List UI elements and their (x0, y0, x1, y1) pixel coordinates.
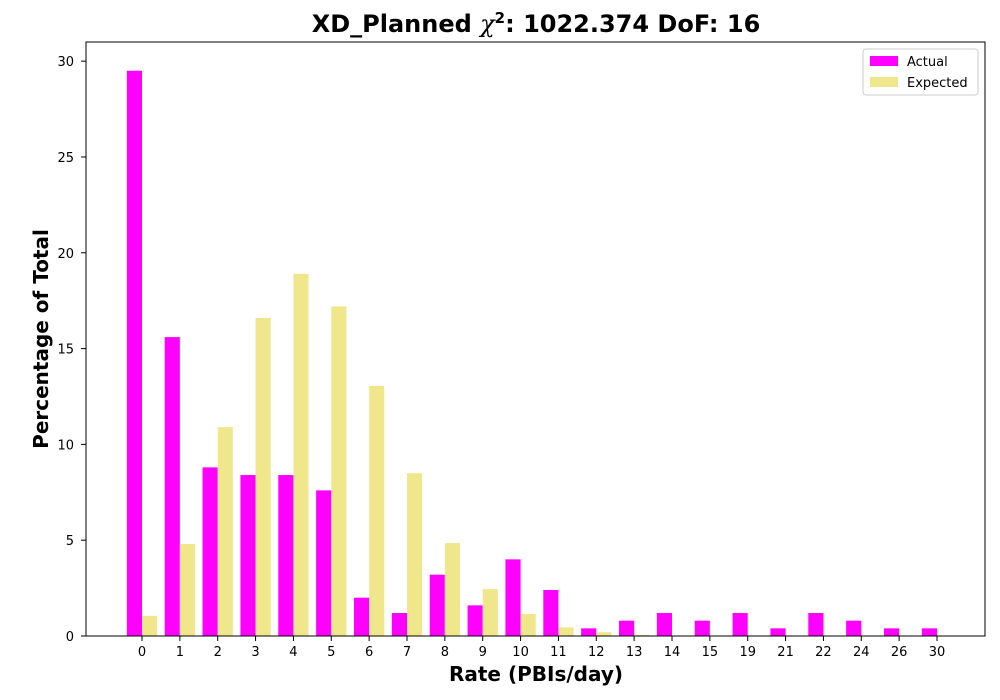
bar-actual-10 (505, 559, 521, 636)
x-tick-label: 6 (365, 645, 373, 660)
y-tick-label: 5 (66, 534, 74, 549)
x-tick-label: 13 (626, 645, 643, 660)
bar-actual-2 (202, 467, 218, 636)
x-tick-label: 8 (441, 645, 449, 660)
bar-actual-7 (391, 613, 407, 636)
bar-actual-30 (921, 628, 937, 636)
y-tick-label: 10 (57, 438, 74, 453)
bar-actual-15 (694, 620, 710, 636)
bar-expected-2 (217, 427, 233, 636)
bar-actual-4 (278, 475, 294, 636)
x-tick-label: 14 (664, 645, 681, 660)
bar-expected-12 (596, 632, 612, 636)
bar-expected-13 (634, 634, 650, 636)
x-tick-label: 1 (176, 645, 184, 660)
legend-label-actual: Actual (907, 55, 948, 70)
bar-expected-6 (369, 385, 385, 636)
bar-actual-24 (846, 620, 862, 636)
axes-frame (85, 41, 986, 637)
y-tick-label: 30 (57, 55, 74, 70)
bar-expected-10 (520, 613, 536, 636)
bar-actual-3 (240, 475, 256, 636)
bar-expected-1 (179, 544, 195, 636)
x-tick-label: 15 (702, 645, 719, 660)
y-tick-label: 20 (57, 247, 74, 262)
x-tick-label: 30 (929, 645, 946, 660)
x-tick-label: 4 (289, 645, 297, 660)
bar-actual-21 (770, 628, 786, 636)
bar-actual-12 (581, 628, 597, 636)
x-tick-label: 21 (777, 645, 794, 660)
x-tick-label: 12 (588, 645, 605, 660)
bar-expected-5 (331, 306, 347, 636)
x-tick-label: 11 (550, 645, 567, 660)
bar-actual-13 (619, 620, 635, 636)
bar-expected-4 (293, 273, 309, 636)
bar-actual-6 (354, 597, 370, 636)
y-axis-title: Percentage of Total (29, 229, 53, 449)
y-tick-label: 25 (57, 151, 74, 166)
bar-actual-22 (808, 613, 824, 636)
bar-expected-0 (142, 615, 158, 636)
x-tick-label: 10 (512, 645, 529, 660)
x-tick-label: 26 (891, 645, 908, 660)
bar-expected-3 (255, 317, 271, 636)
bar-actual-26 (884, 628, 900, 636)
bar-expected-11 (558, 627, 574, 636)
x-tick-label: 2 (214, 645, 222, 660)
x-tick-label: 5 (327, 645, 335, 660)
bar-actual-1 (164, 337, 180, 636)
bar-expected-9 (482, 589, 498, 636)
bar-actual-14 (656, 613, 672, 636)
x-tick-label: 9 (479, 645, 487, 660)
bar-actual-19 (732, 613, 748, 636)
x-tick-label: 22 (815, 645, 832, 660)
x-tick-label: 19 (739, 645, 756, 660)
bar-actual-8 (429, 574, 445, 636)
legend-swatch-actual (870, 56, 898, 66)
legend-label-expected: Expected (907, 76, 968, 91)
chart-title: XD_Planned χ2: 1022.374 DoF: 16 (312, 9, 761, 38)
bar-actual-9 (467, 605, 483, 636)
bar-actual-11 (543, 590, 559, 636)
bar-expected-7 (407, 473, 423, 636)
bar-expected-8 (444, 543, 460, 636)
bar-actual-5 (316, 490, 332, 636)
y-tick-label: 15 (57, 343, 74, 358)
x-tick-label: 24 (853, 645, 870, 660)
x-tick-label: 3 (251, 645, 259, 660)
x-tick-label: 0 (138, 645, 146, 660)
y-tick-label: 0 (66, 630, 74, 645)
legend-swatch-expected (870, 77, 898, 87)
x-tick-label: 7 (403, 645, 411, 660)
x-axis-title: Rate (PBIs/day) (449, 662, 623, 686)
bar-actual-0 (126, 70, 142, 637)
